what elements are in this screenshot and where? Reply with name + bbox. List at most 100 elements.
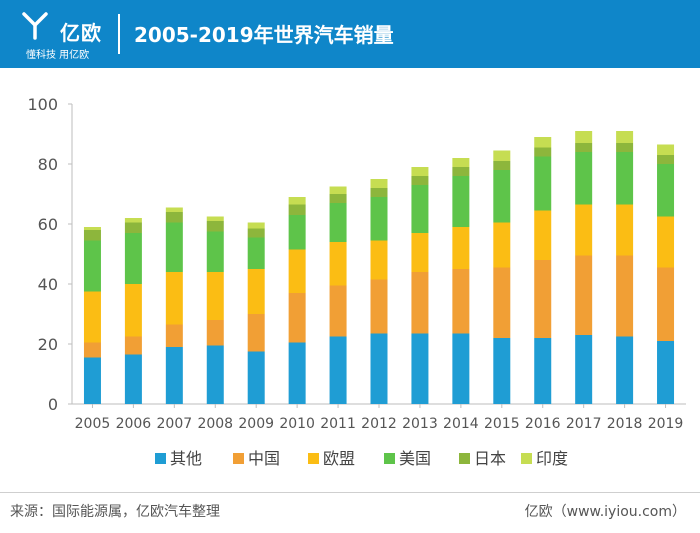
bar-segment [247,314,265,352]
brand-credit: 亿欧（www.iyiou.com） [524,504,686,520]
header-divider [118,14,120,54]
legend-label: 美国 [399,449,431,468]
bar-segment [452,269,470,334]
bar-segment [165,272,183,325]
bar-segment [83,227,101,230]
bar-segment [206,272,224,320]
bar-segment [616,204,634,256]
bar-segment [288,249,306,293]
bar-segment [493,161,511,170]
bar-segment [124,336,142,355]
bar-segment [534,260,552,338]
bar-segment [206,345,224,404]
x-tick-label: 2019 [648,416,684,432]
bar-segment [534,156,552,211]
logo-slogan: 懂科技 用亿欧 [26,50,90,61]
x-tick-label: 2018 [607,416,643,432]
y-tick-label: 0 [48,395,58,414]
x-tick-label: 2008 [197,416,233,432]
legend-swatch [521,453,532,464]
bar-segment [124,284,142,337]
bar-segment [288,215,306,250]
bar-segment [575,143,593,152]
yiou-logo: 亿欧 懂科技 用亿欧 [18,10,102,61]
page-title: 2005-2019年世界汽车销量 [134,23,394,47]
bar-segment [165,347,183,404]
legend-label: 欧盟 [323,449,355,468]
bar-segment [452,176,470,227]
bar-segment [493,267,511,338]
bar-segment [370,179,388,188]
bar-segment [370,188,388,197]
bar-segment [83,230,101,241]
bar-segment [493,170,511,223]
bar-segment [165,222,183,272]
bar-segment [534,338,552,404]
legend-swatch [155,453,166,464]
bar-segment [575,335,593,404]
bar-segment [329,186,347,194]
bar-segment [165,212,183,223]
bar-segment [288,197,306,205]
bar-segment [452,158,470,167]
bar-segment [616,336,634,404]
y-tick-label: 60 [38,215,58,234]
bar-segment [124,222,142,233]
bar-segment [206,320,224,346]
legend-label: 中国 [248,449,280,468]
bar-segment [247,351,265,404]
bar-segment [206,216,224,221]
bar-segment [657,341,675,404]
bar-segment [288,204,306,215]
bar-segment [657,155,675,164]
bar-segment [83,291,101,343]
x-tick-label: 2014 [443,416,479,432]
x-tick-label: 2009 [238,416,274,432]
bar-segment [616,131,634,143]
bar-segment [247,269,265,314]
bar-segment [493,338,511,404]
x-tick-label: 2011 [320,416,356,432]
header-banner: 亿欧 懂科技 用亿欧 2005-2019年世界汽车销量 [0,0,700,68]
bar-segment [657,267,675,341]
bar-segment [247,228,265,238]
yiou-logo-icon [22,12,48,40]
bar-segment [616,152,634,205]
footer-divider [0,492,700,493]
bar-segment [657,144,675,155]
bar-segment [411,333,429,404]
bar-segment [411,185,429,233]
x-tick-label: 2006 [116,416,152,432]
bar-segment [493,222,511,268]
y-tick-label: 20 [38,335,58,354]
bar-segment [124,354,142,404]
bar-segment [575,204,593,256]
bar-segment [370,197,388,241]
bar-segment [329,285,347,337]
bar-segment [534,147,552,157]
y-tick-label: 40 [38,275,58,294]
bar-segment [124,233,142,284]
legend-swatch [384,453,395,464]
y-tick-label: 100 [27,95,58,114]
bar-segment [83,357,101,404]
legend-label: 印度 [536,449,568,468]
bar-segment [452,333,470,404]
bar-segment [452,227,470,269]
x-tick-label: 2015 [484,416,520,432]
x-tick-label: 2016 [525,416,561,432]
bar-segment [657,164,675,217]
bar-segment [534,210,552,260]
bar-segment [411,272,429,334]
bar-segment [452,167,470,176]
bar-segment [575,255,593,335]
bar-segment [411,176,429,185]
x-tick-label: 2013 [402,416,438,432]
bar-segment [329,194,347,203]
bar-segment [575,152,593,205]
logo-text: 亿欧 [60,21,102,45]
bar-segment [657,216,675,268]
bar-segment [124,218,142,223]
bar-segment [165,324,183,347]
bar-segment [288,293,306,343]
